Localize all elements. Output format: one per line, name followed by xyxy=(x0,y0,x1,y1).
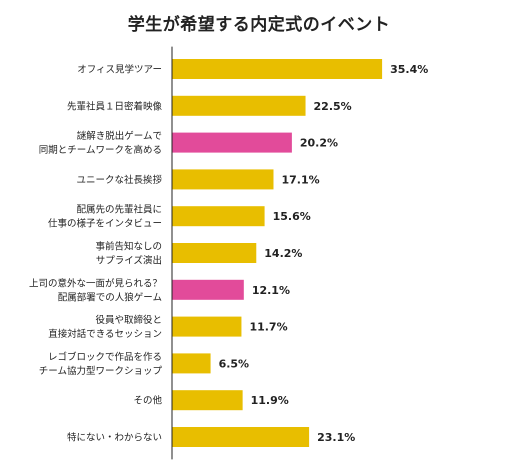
value-label: 15.6% xyxy=(273,210,311,223)
bar xyxy=(172,427,310,447)
value-label: 14.2% xyxy=(264,247,302,260)
category-label: オフィス見学ツアー xyxy=(77,64,162,76)
bar xyxy=(172,390,243,411)
category-label: 特にない・わからない xyxy=(67,432,162,444)
category-label: 謎解き脱出ゲームで同期とチームワークを高める xyxy=(39,130,162,156)
bar xyxy=(172,59,383,79)
bar xyxy=(172,316,242,337)
value-label: 11.7% xyxy=(249,321,287,334)
category-label: 上司の意外な一面が見られる？配属部署での人狼ゲーム xyxy=(29,277,162,303)
category-label: 役員や取締役と直接対話できるセッション xyxy=(48,314,162,340)
value-label: 6.5% xyxy=(219,357,250,370)
category-label: 事前告知なしのサプライズ演出 xyxy=(95,241,162,267)
bar xyxy=(172,279,244,300)
value-label: 11.9% xyxy=(251,394,289,407)
category-label: その他 xyxy=(133,395,162,407)
bar xyxy=(172,132,292,153)
chart-title: 学生が希望する内定式のイベント xyxy=(127,15,391,35)
bar xyxy=(172,353,211,374)
value-label: 12.1% xyxy=(252,284,290,297)
value-label: 23.1% xyxy=(317,431,355,444)
value-label: 35.4% xyxy=(390,63,428,76)
bar xyxy=(172,169,274,190)
bar xyxy=(172,243,257,263)
value-label: 20.2% xyxy=(300,137,338,150)
category-label: 先輩社員１日密着映像 xyxy=(67,100,163,112)
category-label: ユニークな社長挨拶 xyxy=(76,174,162,186)
category-label: 配属先の先輩社員に仕事の様子をインタビュー xyxy=(48,204,162,230)
value-label: 17.1% xyxy=(281,173,319,186)
bar xyxy=(172,95,306,116)
bar xyxy=(172,206,265,227)
category-label: レゴブロックで作品を作るチーム協力型ワークショップ xyxy=(39,351,163,377)
value-label: 22.5% xyxy=(314,100,352,113)
